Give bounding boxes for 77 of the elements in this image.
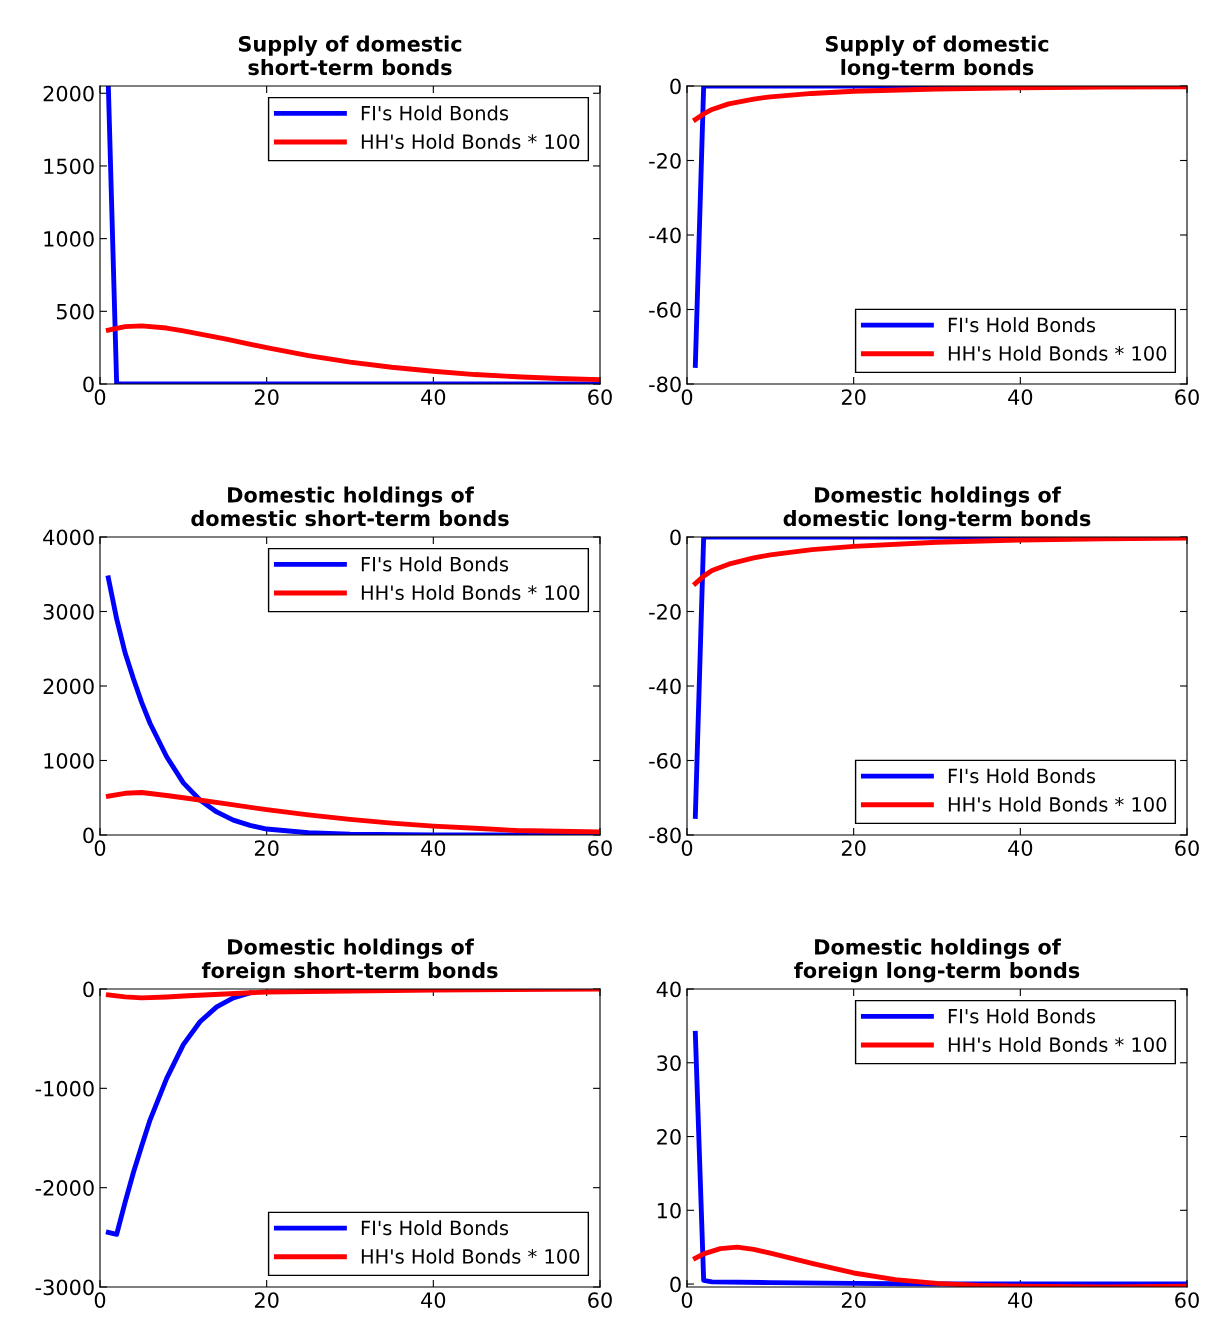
legend-label: FI's Hold Bonds — [361, 105, 509, 121]
line-series — [105, 323, 600, 383]
y-tick-label: 40 — [656, 981, 681, 998]
x-tick-label: 40 — [421, 389, 446, 405]
legend-label: HH's Hold Bonds * 100 — [948, 1036, 1167, 1053]
x-tick-label: 40 — [1008, 389, 1033, 405]
x-tick-label: 20 — [841, 389, 866, 405]
legend-label: HH's Hold Bonds * 100 — [361, 584, 580, 601]
x-tick-label: 20 — [254, 389, 279, 405]
y-tick-label: 1000 — [44, 231, 94, 247]
chart-title: Domestic holdings of foreign short-term bonds — [201, 938, 498, 983]
line-series — [692, 86, 1187, 122]
chart-title: Domestic holdings of domestic long-term bonds — [783, 486, 1091, 531]
y-tick-label: 20 — [657, 1128, 681, 1145]
y-tick-label: -40 — [649, 678, 681, 695]
legend-label: FI's Hold Bonds — [948, 768, 1096, 784]
y-tick-label: 1500 — [44, 158, 94, 175]
x-tick-label: 40 — [421, 1292, 446, 1308]
legend-label: FI's Hold Bonds — [948, 317, 1096, 333]
x-tick-label: 60 — [588, 1292, 612, 1308]
y-tick-label: 0 — [670, 78, 681, 95]
x-tick-label: 40 — [1008, 840, 1033, 856]
line-series — [105, 790, 600, 835]
x-tick-label: 60 — [588, 389, 612, 405]
x-tick-label: 0 — [681, 840, 693, 856]
x-tick-label: 0 — [94, 840, 106, 856]
y-tick-label: 0 — [83, 827, 94, 844]
x-tick-label: 0 — [94, 1292, 106, 1308]
chart-title: Supply of domestic short-term bonds — [238, 35, 462, 76]
y-tick-label: -60 — [649, 301, 681, 318]
legend-label: FI's Hold Bonds — [361, 556, 509, 572]
legend-label: HH's Hold Bonds * 100 — [361, 1248, 580, 1264]
y-tick-label: -2000 — [35, 1180, 94, 1196]
legend-label: HH's Hold Bonds * 100 — [948, 345, 1167, 361]
chart-title: Supply of domestic long-term bonds — [825, 35, 1049, 80]
y-tick-label: 10 — [657, 1202, 681, 1219]
legend-label: HH's Hold Bonds * 100 — [361, 133, 580, 150]
y-tick-label: -3000 — [35, 1279, 94, 1296]
y-tick-label: 0 — [83, 981, 94, 998]
legend-label: HH's Hold Bonds * 100 — [948, 796, 1167, 812]
x-tick-label: 0 — [94, 389, 106, 405]
legend-label: FI's Hold Bonds — [361, 1220, 509, 1236]
y-tick-label: 0 — [83, 376, 94, 393]
y-tick-label: -1000 — [35, 1080, 94, 1097]
x-tick-label: 60 — [588, 840, 612, 856]
x-tick-label: 0 — [681, 389, 693, 405]
y-tick-label: -60 — [649, 752, 681, 769]
y-tick-label: 500 — [56, 303, 94, 320]
legend-label: FI's Hold Bonds — [948, 1008, 1096, 1024]
y-tick-label: 0 — [670, 1276, 681, 1293]
y-tick-label: -80 — [649, 827, 681, 844]
x-tick-label: 0 — [681, 1292, 693, 1308]
y-tick-label: -20 — [649, 152, 681, 169]
chart-title: Domestic holdings of domestic short-term bonds — [191, 486, 509, 527]
y-tick-label: 1000 — [44, 752, 94, 769]
y-tick-label: -80 — [649, 376, 681, 393]
x-tick-label: 60 — [1175, 840, 1199, 856]
y-tick-label: 30 — [657, 1055, 681, 1071]
x-tick-label: 40 — [421, 840, 446, 856]
y-tick-label: 4000 — [43, 529, 94, 546]
x-tick-label: 20 — [254, 840, 279, 856]
x-tick-label: 40 — [1008, 1292, 1033, 1308]
x-tick-label: 20 — [841, 840, 866, 856]
chart-title: Domestic holdings of foreign long-term bonds — [794, 938, 1080, 983]
y-tick-label: 2000 — [43, 678, 94, 695]
x-tick-label: 60 — [1175, 1292, 1199, 1308]
x-tick-label: 20 — [841, 1292, 866, 1308]
line-series — [105, 989, 600, 1001]
y-tick-label: 2000 — [43, 85, 94, 102]
y-tick-label: -40 — [649, 227, 681, 244]
x-tick-label: 20 — [254, 1292, 279, 1308]
line-series — [692, 537, 1187, 586]
y-tick-label: -20 — [649, 603, 681, 620]
x-tick-label: 60 — [1175, 389, 1199, 405]
y-tick-label: 0 — [670, 529, 681, 546]
y-tick-label: 3000 — [43, 603, 94, 620]
line-series — [692, 1244, 1187, 1287]
